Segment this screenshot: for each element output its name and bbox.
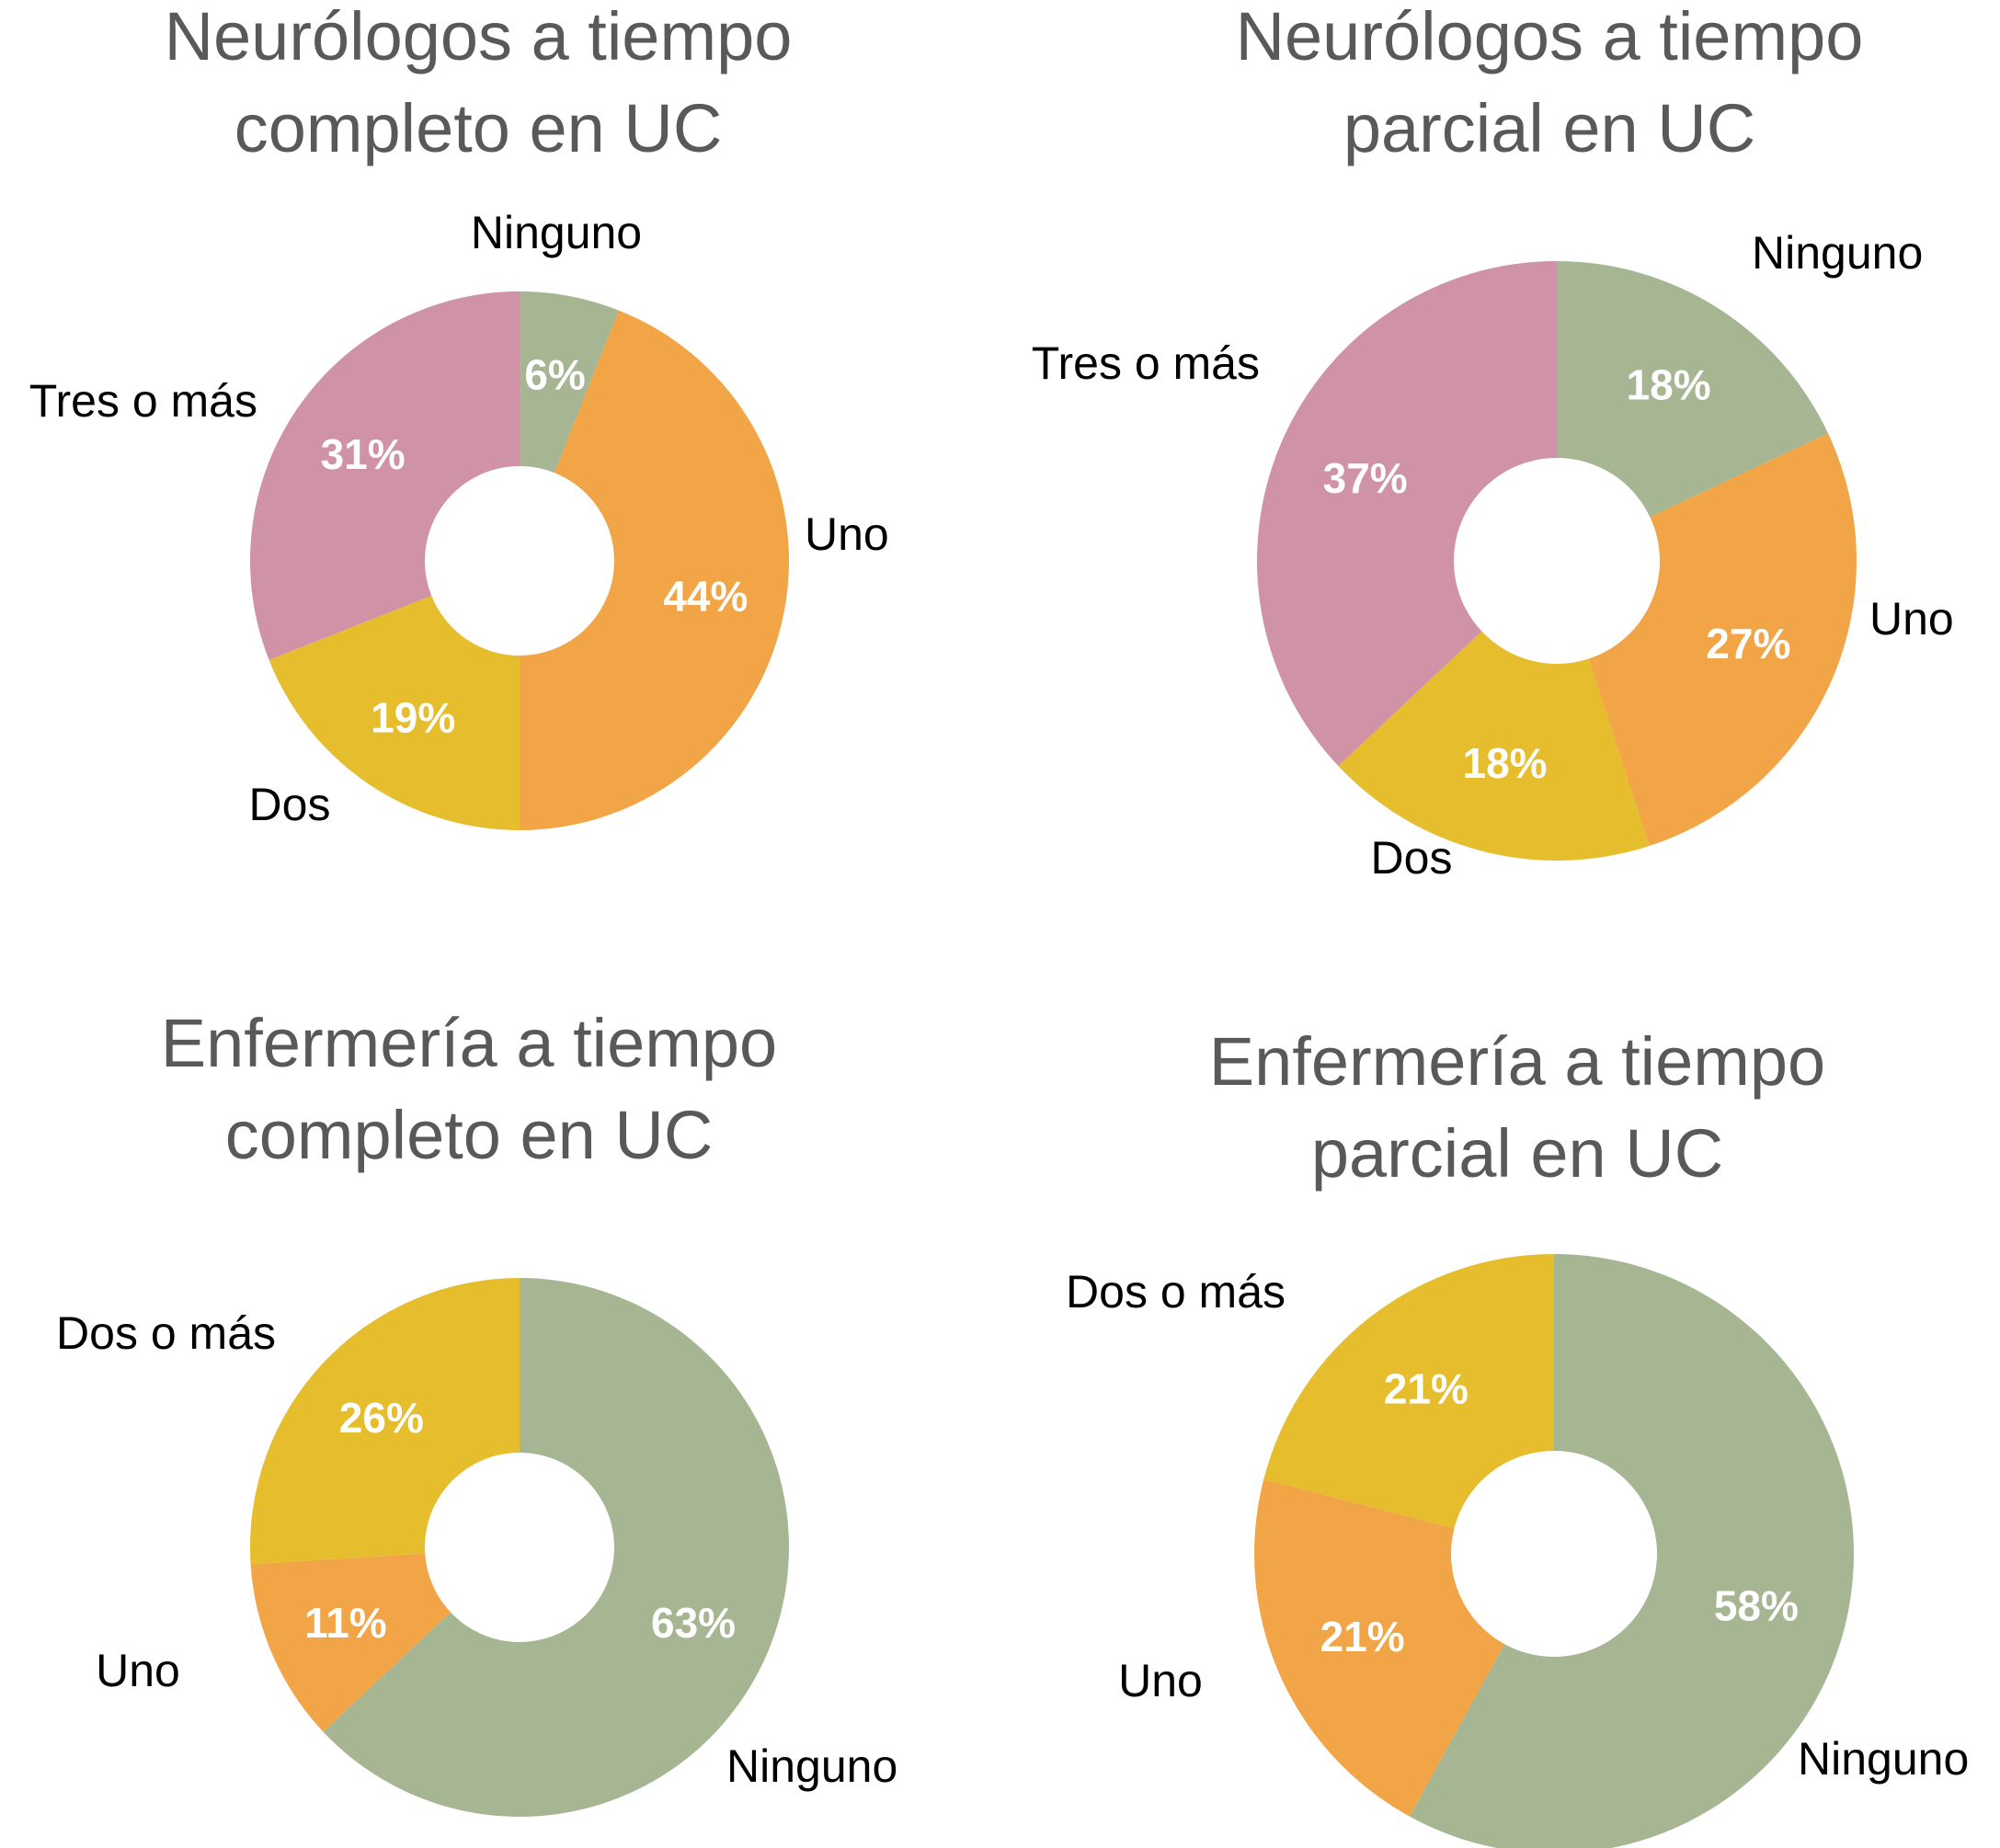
slice-dos-o-mas (1263, 1254, 1554, 1529)
data-label: 26% (339, 1394, 424, 1442)
slice-uno (1588, 433, 1857, 847)
data-label: 18% (1463, 739, 1548, 787)
slice-dos (1338, 631, 1650, 861)
slice-dos (269, 595, 520, 830)
chart-title: Enfermería a tiempo parcial en UC (1094, 1016, 1940, 1200)
category-label: Dos o más (1066, 1266, 1286, 1318)
category-label: Dos (249, 779, 331, 830)
data-label: 37% (1323, 454, 1408, 502)
slice-tres-o-mas (1257, 261, 1557, 767)
data-label: 6% (524, 351, 585, 399)
slice-ninguno (1409, 1254, 1854, 1848)
category-label: Tres o más (1032, 337, 1260, 389)
data-label: 11% (304, 1599, 387, 1647)
category-label: Uno (805, 508, 889, 560)
data-label: 18% (1627, 360, 1711, 408)
category-label: Dos o más (56, 1307, 276, 1359)
data-label: 21% (1320, 1613, 1405, 1660)
chart-title: Enfermería a tiempo completo en UC (46, 998, 892, 1181)
slice-uno (250, 1553, 451, 1732)
slice-ninguno (520, 291, 619, 473)
data-label: 27% (1706, 620, 1790, 667)
chart-title-line-2: parcial en UC (1343, 90, 1756, 166)
chart-title-line-1: Enfermería a tiempo (160, 1005, 778, 1081)
category-label: Uno (1118, 1655, 1203, 1706)
category-label: Uno (1869, 593, 1954, 645)
chart-title-line-1: Enfermería a tiempo (1208, 1023, 1826, 1100)
chart-title-line-2: completo en UC (224, 1097, 714, 1173)
slice-dos-o-mas (249, 1278, 520, 1565)
slice-uno (520, 310, 789, 830)
chart-title-line-2: completo en UC (234, 90, 723, 166)
category-label: Uno (96, 1645, 180, 1696)
category-label: Ninguno (1752, 227, 1923, 279)
data-label: 44% (663, 573, 748, 621)
slice-uno (1254, 1478, 1505, 1817)
category-label: Ninguno (726, 1740, 897, 1792)
slice-tres-o-mas (250, 291, 520, 660)
category-label: Dos (1371, 832, 1453, 884)
category-label: Tres o más (29, 375, 257, 427)
category-label: Ninguno (471, 207, 642, 258)
chart-title: Neurólogos a tiempo completo en UC (55, 0, 901, 175)
chart-title-line-1: Neurólogos a tiempo (1235, 0, 1864, 74)
data-label: 63% (651, 1599, 736, 1647)
chart-title: Neurólogos a tiempo parcial en UC (1126, 0, 1972, 175)
data-label: 31% (321, 430, 406, 478)
data-label: 19% (371, 693, 455, 741)
slice-ninguno (1557, 261, 1828, 518)
chart-title-line-1: Neurólogos a tiempo (164, 0, 793, 74)
slice-ninguno (323, 1278, 789, 1818)
data-label: 58% (1714, 1581, 1799, 1629)
chart-title-line-2: parcial en UC (1310, 1115, 1724, 1192)
category-label: Ninguno (1798, 1733, 1969, 1785)
data-label: 21% (1384, 1365, 1469, 1413)
